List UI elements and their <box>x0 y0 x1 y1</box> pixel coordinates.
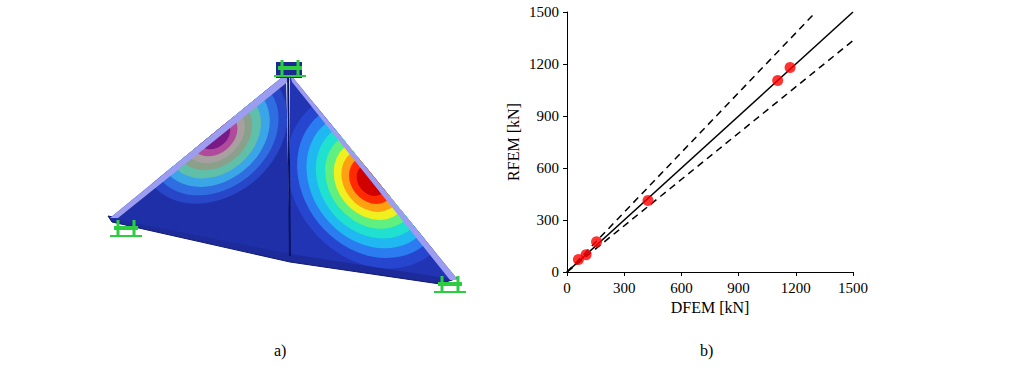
svg-text:1500: 1500 <box>838 280 868 296</box>
svg-text:1200: 1200 <box>781 280 811 296</box>
svg-text:900: 900 <box>537 108 560 124</box>
svg-text:1500: 1500 <box>529 4 559 20</box>
svg-text:0: 0 <box>552 264 560 280</box>
svg-text:300: 300 <box>537 212 560 228</box>
svg-text:a): a) <box>274 342 286 360</box>
svg-text:600: 600 <box>670 280 693 296</box>
svg-text:900: 900 <box>727 280 750 296</box>
svg-text:RFEM [kN]: RFEM [kN] <box>505 103 522 181</box>
svg-text:300: 300 <box>613 280 636 296</box>
svg-text:DFEM [kN]: DFEM [kN] <box>671 299 750 316</box>
svg-text:b): b) <box>700 342 713 360</box>
svg-text:0: 0 <box>563 280 571 296</box>
svg-text:1200: 1200 <box>529 56 559 72</box>
svg-text:600: 600 <box>537 160 560 176</box>
